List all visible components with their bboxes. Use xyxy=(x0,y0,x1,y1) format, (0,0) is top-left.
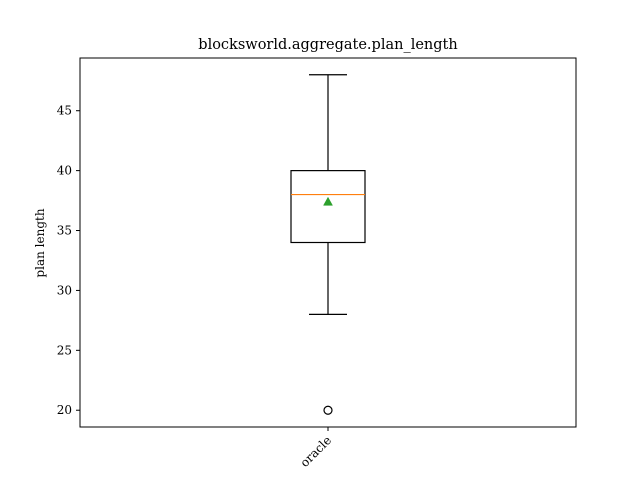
mean-marker xyxy=(323,196,333,206)
outlier-point xyxy=(323,405,333,415)
y-tick-label: 40 xyxy=(57,164,72,178)
box-series xyxy=(290,74,366,415)
y-tick-label: 35 xyxy=(57,224,72,238)
x-axis: oracle xyxy=(298,427,335,470)
y-tick-label: 45 xyxy=(57,104,72,118)
chart-title: blocksworld.aggregate.plan_length xyxy=(198,37,457,53)
iqr-box xyxy=(290,170,366,244)
y-tick-label: 20 xyxy=(57,403,72,417)
y-axis-label: plan length xyxy=(33,208,47,277)
x-tick-label: oracle xyxy=(298,433,335,470)
y-axis: 20 25 30 35 40 45 xyxy=(57,104,80,417)
y-tick-label: 25 xyxy=(57,343,72,357)
y-tick-label: 30 xyxy=(57,283,72,297)
